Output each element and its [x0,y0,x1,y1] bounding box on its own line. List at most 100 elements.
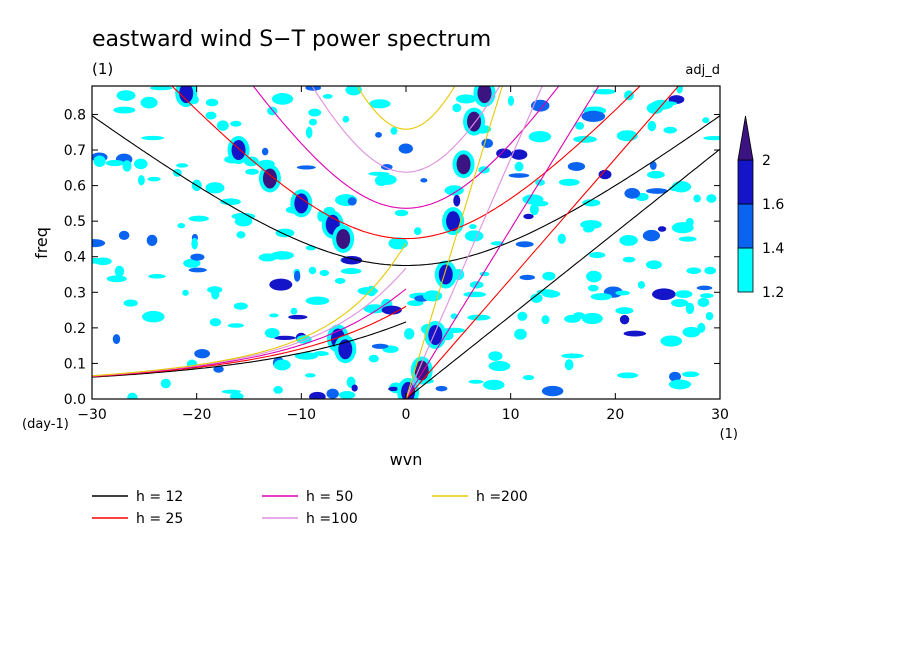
colorbar-label: 2 [762,153,771,169]
x-tick-label: 0 [402,407,411,423]
legend-label: h =100 [306,511,358,527]
spectrum-blob [371,343,389,349]
spectrum-blob [514,328,527,340]
spectrum-blob [293,270,301,282]
spectrum-blob [205,98,219,107]
y-tick-label: 0.0 [64,392,86,408]
chart-subtitle-right: adj_d [685,63,720,78]
spectrum-blob [377,174,397,185]
spectrum-blob [589,252,606,259]
spectrum-blob [211,288,220,300]
spectrum-blob [507,95,515,106]
spectrum-blob [127,392,138,399]
spectrum-blob [123,299,138,307]
spectrum-blob [149,86,173,91]
spectrum-blob [706,194,717,203]
spectrum-blob [190,253,205,261]
spectrum-blob [615,290,630,296]
spectrum-blob [646,188,669,194]
ridge-core [338,339,353,360]
spectrum-blob [357,286,378,295]
spectrum-blob [375,131,382,138]
spectrum-blob [319,269,330,277]
x-axis-unit: (1) [720,427,738,442]
chart-title: eastward wind S−T power spectrum [92,27,491,52]
spectrum-blob [535,179,545,186]
ridge-core [414,360,429,381]
ridge-core [438,264,453,285]
spectrum-blob [528,131,552,143]
spectrum-blob [676,86,683,94]
spectrum-blob [273,335,296,340]
spectrum-blob [92,257,107,264]
spectrum-blob [122,160,132,172]
spectrum-blob [369,99,391,109]
spectrum-blob [345,86,362,96]
spectrum-blob [334,277,346,284]
ridge-core [336,228,351,249]
y-axis-ticks: 0.0 0.1 0.2 0.3 0.4 0.5 0.6 0.7 0.8 [64,107,720,408]
spectrum-blob [114,265,125,277]
spectrum-blob [351,384,358,392]
spectrum-blob [519,274,536,281]
dispersion-line-gravity [171,86,641,240]
spectrum-blob [160,378,171,389]
spectrum-blob [488,361,511,372]
legend-label: h = 12 [136,489,183,505]
spectrum-blob [188,215,209,222]
chart-subtitle-left: (1) [92,60,113,78]
spectrum-blob [194,348,211,359]
spectrum-blob [269,313,279,318]
spectrum-blob [663,126,677,134]
spectrum-blob [308,118,318,126]
spectrum-blob [703,135,720,141]
spectrum-blob [304,373,316,378]
spectrum-blob [575,121,585,130]
spectrum-blob [671,222,694,234]
x-axis-ticks: −30 −20 −10 0 10 20 30 [77,86,729,423]
spectrum-blob [530,99,550,112]
spectrum-blob [675,290,693,298]
colorbar: 1.2 1.4 1.6 2 [737,115,784,301]
colorbar-label: 1.4 [762,241,784,257]
spectrum-blob [209,318,222,327]
spectrum-blob [542,271,556,281]
spectrum-blob [134,158,148,170]
spectrum-blob [404,328,415,340]
spectrum-blob [205,111,217,120]
spectrum-blob [652,288,676,301]
spectrum-blob [647,170,665,179]
x-tick-label: −10 [287,407,317,423]
dispersion-line-gravity [356,86,456,130]
spectrum-blob [455,94,477,104]
spectrum-blob [92,239,106,248]
spectrum-blob [685,302,695,315]
y-tick-label: 0.4 [64,250,86,266]
spectrum-blob [580,220,602,230]
spectrum-blob [508,173,530,178]
spectrum-blob [273,386,283,394]
ridge-core [294,193,309,214]
spectrum-blob [514,161,524,172]
spectrum-blob [342,115,350,123]
spectrum-blob [541,385,564,397]
spectrum-blob [452,103,462,113]
spectrum-blob [645,260,662,270]
spectrum-blob [662,101,678,106]
spectrum-blob [573,312,585,320]
spectrum-blob [619,234,638,246]
spectrum-blob [623,330,647,337]
spectrum-blob [435,385,448,392]
spectrum-blob [227,323,245,328]
spectrum-blob [140,96,158,109]
spectrum-blob [231,212,256,220]
spectrum-blob [420,178,428,183]
spectrum-blob [191,237,198,250]
spectrum-blob [582,199,601,207]
spectrum-blob [530,293,543,303]
dispersion-line-gravity [92,115,720,267]
y-tick-label: 0.5 [64,214,86,230]
spectrum-blob [561,353,584,359]
spectrum-blob [649,161,657,170]
dispersion-curves [92,86,720,399]
